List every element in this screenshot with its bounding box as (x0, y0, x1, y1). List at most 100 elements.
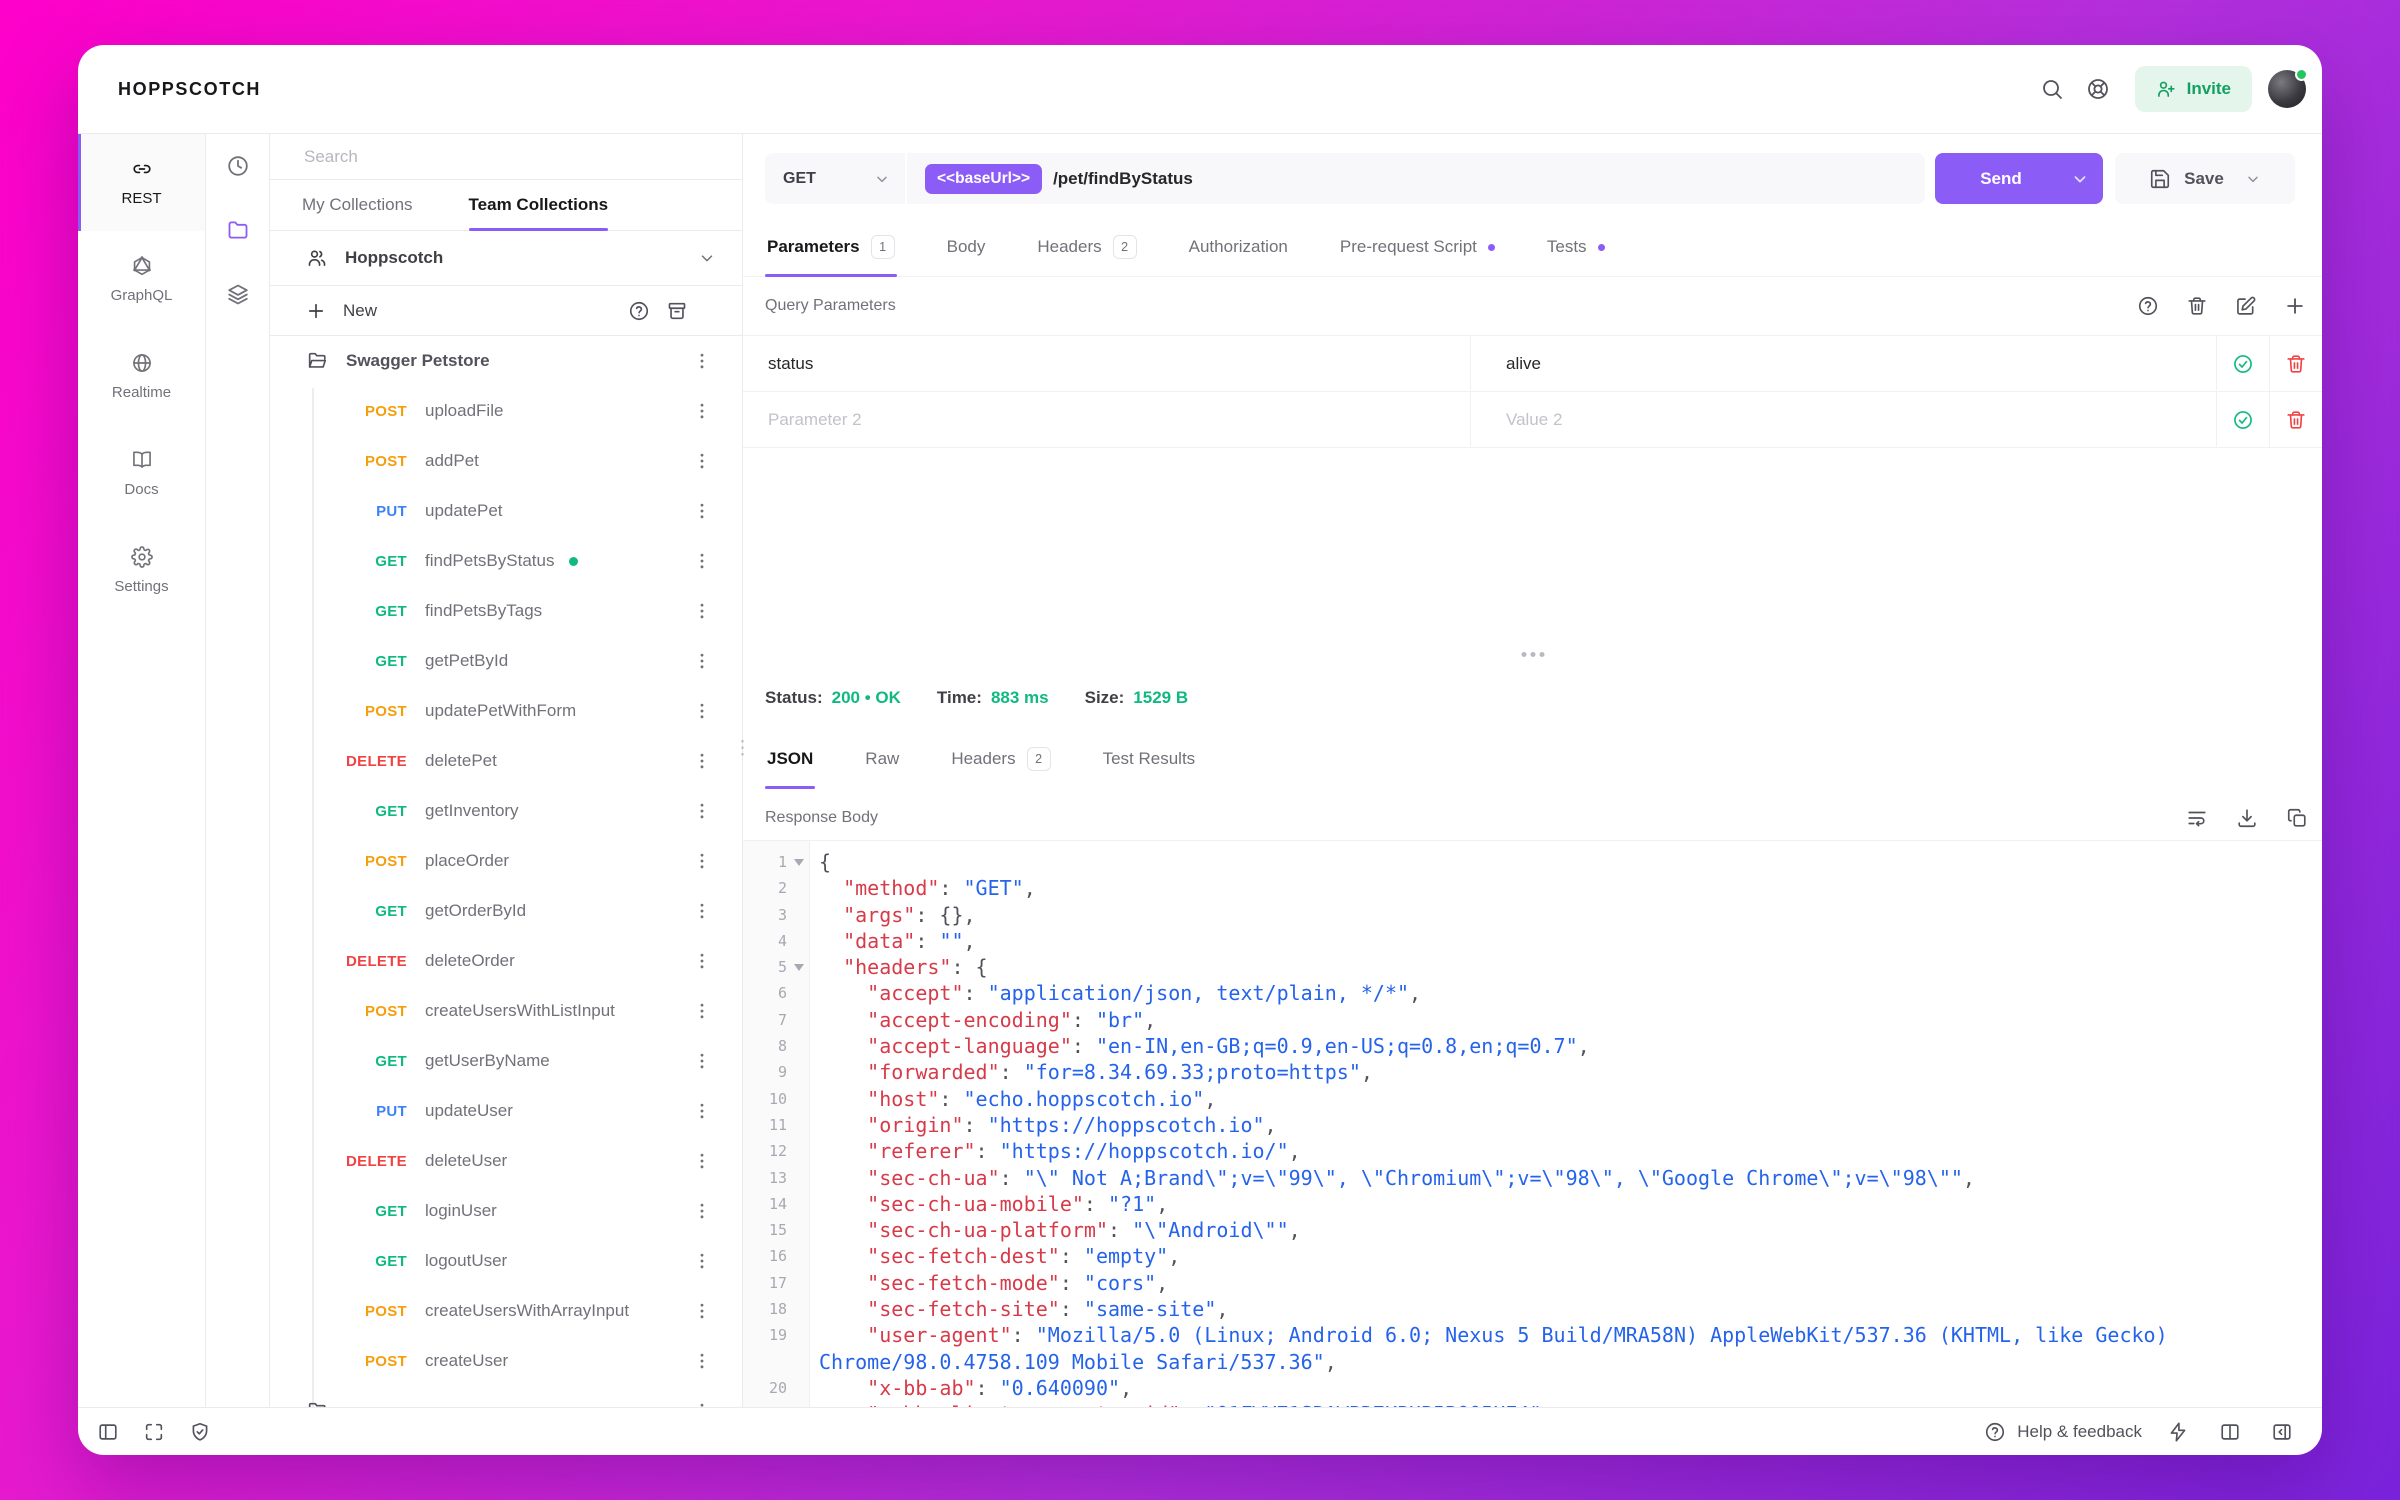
request-tab-parameters[interactable]: Parameters 1 (765, 222, 897, 277)
request-item-createUsersWithListInput[interactable]: POST createUsersWithListInput (270, 986, 742, 1036)
nav-item-settings[interactable]: Settings (78, 522, 205, 619)
avatar[interactable] (2268, 68, 2308, 108)
send-options-chevron-icon[interactable] (2057, 170, 2103, 188)
request-item-getInventory[interactable]: GET getInventory (270, 786, 742, 836)
nav-item-rest[interactable]: REST (78, 134, 205, 231)
request-item-deleteUser[interactable]: DELETE deleteUser (270, 1136, 742, 1186)
request-menu-dots-icon[interactable] (692, 1301, 712, 1321)
request-item-updatePet[interactable]: PUT updatePet (270, 486, 742, 536)
parameter-active-toggle[interactable] (2217, 392, 2270, 447)
parameter-key-field[interactable]: status (743, 336, 1471, 391)
request-item-createUsersWithArrayInput[interactable]: POST createUsersWithArrayInput (270, 1286, 742, 1336)
expand-icon[interactable] (138, 1416, 170, 1448)
help-circle-icon[interactable] (2133, 291, 2163, 321)
nav-item-graphql[interactable]: GraphQL (78, 231, 205, 328)
collection-folder[interactable]: Swagger Petstore (270, 336, 742, 386)
fold-arrow-icon[interactable] (794, 859, 804, 866)
columns-layout-icon[interactable] (2214, 1416, 2246, 1448)
request-tab-authorization[interactable]: Authorization (1187, 222, 1290, 276)
request-item-getUserByName[interactable]: GET getUserByName (270, 1036, 742, 1086)
edit-icon[interactable] (2231, 291, 2261, 321)
method-select[interactable]: GET (765, 153, 905, 204)
nav-item-realtime[interactable]: Realtime (78, 328, 205, 425)
parameter-value-field[interactable]: Value 2 (1471, 392, 2217, 447)
request-tab-body[interactable]: Body (945, 222, 988, 276)
request-tab-tests[interactable]: Tests (1545, 222, 1607, 276)
request-menu-dots-icon[interactable] (692, 401, 712, 421)
response-tab-headers[interactable]: Headers 2 (949, 734, 1052, 788)
request-item-addPet[interactable]: POST addPet (270, 436, 742, 486)
request-menu-dots-icon[interactable] (692, 851, 712, 871)
shield-check-icon[interactable] (184, 1416, 216, 1448)
request-menu-dots-icon[interactable] (692, 451, 712, 471)
save-button[interactable]: Save (2115, 153, 2295, 204)
archive-icon[interactable] (666, 300, 688, 322)
request-item-placeOrder[interactable]: POST placeOrder (270, 836, 742, 886)
request-item-findPetsByStatus[interactable]: GET findPetsByStatus (270, 536, 742, 586)
folder-menu-dots-icon[interactable] (692, 351, 712, 371)
history-tab[interactable] (226, 154, 250, 178)
splitter-handle[interactable] (1521, 652, 1544, 657)
add-parameter-icon[interactable] (2280, 291, 2310, 321)
request-item-getPetById[interactable]: GET getPetById (270, 636, 742, 686)
request-menu-dots-icon[interactable] (692, 1101, 712, 1121)
search-input[interactable] (302, 145, 710, 168)
request-menu-dots-icon[interactable] (692, 701, 712, 721)
request-menu-dots-icon[interactable] (692, 751, 712, 771)
parameter-value-field[interactable]: alive (1471, 336, 2217, 391)
panel-resize-handle[interactable]: ⋮ (733, 738, 752, 759)
invite-button[interactable]: Invite (2134, 66, 2252, 112)
request-item-deletePet[interactable]: DELETE deletePet (270, 736, 742, 786)
request-menu-dots-icon[interactable] (692, 501, 712, 521)
download-icon[interactable] (2232, 803, 2262, 833)
request-menu-dots-icon[interactable] (692, 901, 712, 921)
toggle-sidebar-icon[interactable] (92, 1416, 124, 1448)
request-menu-dots-icon[interactable] (692, 1151, 712, 1171)
response-tab-test-results[interactable]: Test Results (1101, 734, 1198, 788)
request-menu-dots-icon[interactable] (692, 1001, 712, 1021)
request-item-deleteOrder[interactable]: DELETE deleteOrder (270, 936, 742, 986)
collection-folder-clipped[interactable] (270, 1386, 742, 1407)
request-menu-dots-icon[interactable] (692, 601, 712, 621)
environments-tab[interactable] (226, 282, 250, 306)
team-selector[interactable]: Hoppscotch (270, 231, 742, 286)
tab-team-collections[interactable]: Team Collections (468, 180, 608, 231)
send-button[interactable]: Send (1935, 153, 2103, 204)
parameter-key-field[interactable]: Parameter 2 (743, 392, 1471, 447)
search-icon[interactable] (2029, 66, 2075, 112)
collapse-right-panel-icon[interactable] (2266, 1416, 2298, 1448)
parameter-delete-button[interactable] (2270, 336, 2322, 391)
base-url-pill[interactable]: <<baseUrl>> (925, 163, 1043, 194)
parameter-delete-button[interactable] (2270, 392, 2322, 447)
save-options-chevron-icon[interactable] (2245, 171, 2261, 187)
request-tab-pre-request-script[interactable]: Pre-request Script (1338, 222, 1497, 276)
plus-icon[interactable] (306, 301, 326, 321)
help-feedback-button[interactable]: Help & feedback (1984, 1421, 2142, 1443)
request-item-logoutUser[interactable]: GET logoutUser (270, 1236, 742, 1286)
fold-arrow-icon[interactable] (794, 964, 804, 972)
url-input[interactable]: <<baseUrl>> /pet/findByStatus (907, 153, 1925, 204)
response-tab-json[interactable]: JSON (765, 734, 816, 789)
request-item-uploadFile[interactable]: POST uploadFile (270, 386, 742, 436)
request-item-loginUser[interactable]: GET loginUser (270, 1186, 742, 1236)
new-collection-label[interactable]: New (343, 300, 378, 320)
request-menu-dots-icon[interactable] (692, 801, 712, 821)
folder-menu-dots-icon[interactable] (692, 1401, 712, 1407)
request-item-updatePetWithForm[interactable]: POST updatePetWithForm (270, 686, 742, 736)
request-menu-dots-icon[interactable] (692, 1201, 712, 1221)
request-menu-dots-icon[interactable] (692, 1251, 712, 1271)
request-menu-dots-icon[interactable] (692, 651, 712, 671)
wrap-lines-icon[interactable] (2182, 803, 2212, 833)
delete-all-icon[interactable] (2182, 291, 2212, 321)
support-icon[interactable] (2075, 66, 2121, 112)
request-menu-dots-icon[interactable] (692, 1351, 712, 1371)
copy-icon[interactable] (2282, 803, 2312, 833)
shortcuts-zap-icon[interactable] (2162, 1416, 2194, 1448)
parameter-active-toggle[interactable] (2217, 336, 2270, 391)
request-item-updateUser[interactable]: PUT updateUser (270, 1086, 742, 1136)
request-tab-headers[interactable]: Headers 2 (1035, 222, 1138, 276)
tab-my-collections[interactable]: My Collections (302, 180, 413, 230)
request-item-getOrderById[interactable]: GET getOrderById (270, 886, 742, 936)
request-menu-dots-icon[interactable] (692, 1051, 712, 1071)
collections-tab[interactable] (226, 218, 250, 242)
